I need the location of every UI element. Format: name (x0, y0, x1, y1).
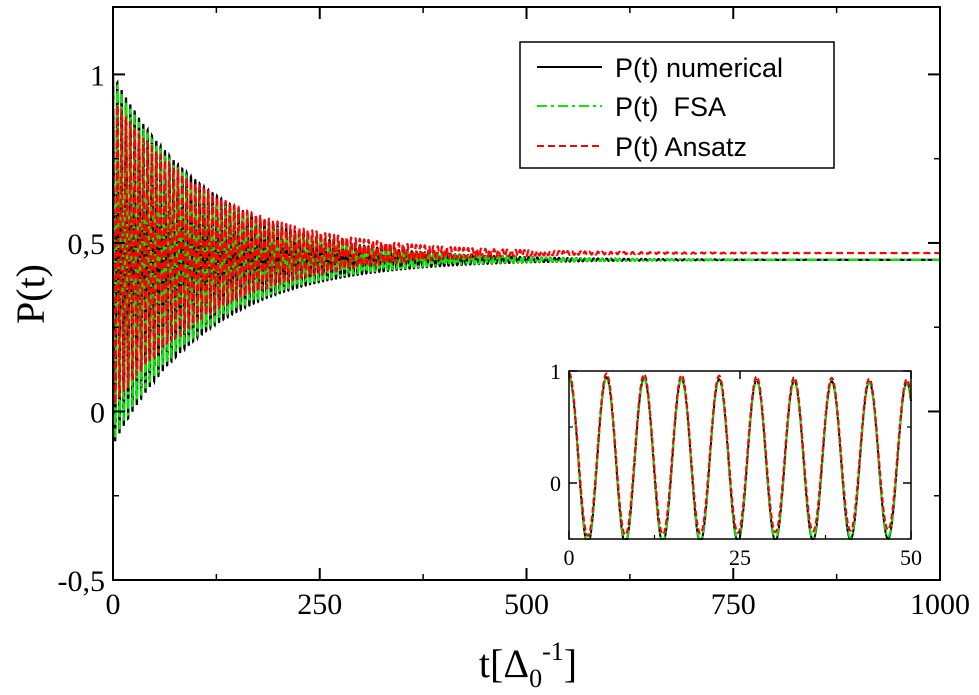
y-axis-label: P(t) (8, 264, 53, 324)
x-tick-label: 750 (711, 588, 756, 621)
y-tick-label: 0 (90, 396, 105, 429)
y-tick-label: 0,5 (68, 228, 106, 261)
series-line-p-t-fsa (111, 78, 940, 438)
inset-x-tick-label: 0 (564, 545, 575, 570)
legend: P(t) numerical P(t) FSA P(t) Ansatz (519, 41, 835, 169)
x-tick-label: 500 (504, 588, 549, 621)
x-axis-label-main: t[Δ (479, 641, 529, 686)
inset: 0 25 50 0 1 (550, 359, 922, 570)
y-tick-label: 1 (90, 59, 105, 92)
x-tick-label: 250 (297, 588, 342, 621)
x-axis-label: t[Δ0-1] (479, 637, 577, 693)
x-tick-label: 0 (106, 588, 121, 621)
inset-x-tick-label: 50 (900, 545, 922, 570)
legend-label-numerical: P(t) numerical (615, 53, 783, 83)
x-axis-label-subscript: 0 (529, 664, 542, 693)
main-series-lines (111, 74, 941, 442)
inset-y-tick-label: 0 (550, 471, 561, 496)
inset-x-tick-label: 25 (729, 545, 751, 570)
x-axis-label-end: ] (564, 641, 577, 686)
y-axis-title: P(t) (8, 264, 53, 324)
main-axis-ticks: 0 250 500 750 1000-0,500,51 (58, 7, 970, 621)
legend-label-ansatz: P(t) Ansatz (615, 132, 747, 162)
legend-label-fsa: P(t) FSA (615, 92, 726, 122)
y-tick-label: -0,5 (58, 565, 106, 598)
x-tick-label: 1000 (910, 588, 970, 621)
inset-series-line-p-t-ansatz (568, 371, 912, 537)
series-line-p-t-ansatz (111, 98, 941, 405)
inset-background (569, 371, 911, 539)
x-axis-label-superscript: -1 (542, 637, 564, 666)
inset-y-tick-label: 1 (550, 359, 561, 384)
inset-axis-ticks: 0 25 50 0 1 (550, 359, 922, 570)
